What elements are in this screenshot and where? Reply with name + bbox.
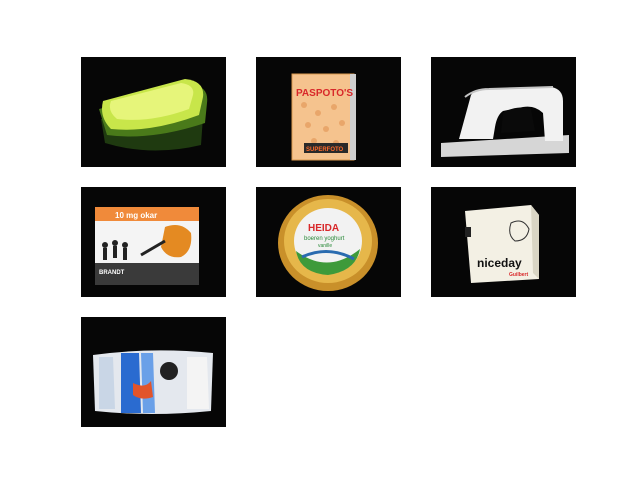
paspotos-booklet-image: PASPOTO'S SUPERFOTO (256, 57, 401, 167)
hole-punch-image (431, 57, 576, 167)
photo-niceday-box: niceday Guilbert (431, 187, 576, 297)
niceday-sub: Guilbert (509, 272, 529, 278)
box-brand: BRANDT (99, 270, 125, 276)
photo-wrapped-roll (81, 317, 226, 427)
heida-line1: boeren yoghurt (304, 236, 345, 242)
wrapped-roll-image (81, 317, 226, 427)
photo-green-lunch-box (81, 57, 226, 167)
photo-hole-punch (431, 57, 576, 167)
niceday-box-image: niceday Guilbert (431, 187, 576, 297)
niceday-brand: niceday (477, 256, 522, 270)
box-banner: 10 mg okar (115, 211, 157, 220)
heida-yogurt-image: HEIDA boeren yoghurt vanille (256, 187, 401, 297)
photo-paspotos-booklet: PASPOTO'S SUPERFOTO (256, 57, 401, 167)
heida-brand: HEIDA (308, 223, 339, 234)
booklet-title: PASPOTO'S (296, 88, 353, 99)
photo-heida-yogurt: HEIDA boeren yoghurt vanille (256, 187, 401, 297)
lunch-box-image (81, 57, 226, 167)
photo-sports-box: 10 mg okar BRANDT (81, 187, 226, 297)
heida-line2: vanille (318, 243, 332, 249)
booklet-footer: SUPERFOTO (306, 147, 344, 153)
sports-box-image: 10 mg okar BRANDT (81, 187, 226, 297)
